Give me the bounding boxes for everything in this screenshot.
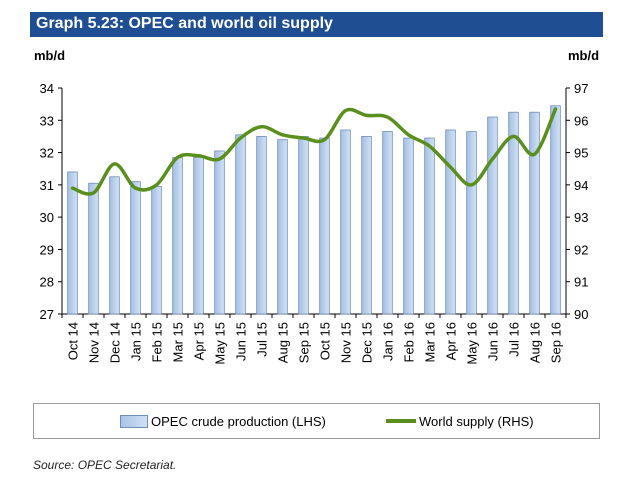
x-tick-label: Dec 15 xyxy=(360,322,375,363)
opec-bar xyxy=(466,131,477,315)
opec-bar xyxy=(214,150,225,315)
right-tick-label: 95 xyxy=(574,146,588,161)
opec-bar xyxy=(151,186,162,315)
x-tick-label: Mar 15 xyxy=(171,322,186,362)
legend-label-opec: OPEC crude production (LHS) xyxy=(151,414,326,429)
opec-bar xyxy=(172,157,183,315)
opec-bar xyxy=(529,111,540,315)
world-supply-line xyxy=(70,107,558,196)
source-note: Source: OPEC Secretariat. xyxy=(33,458,177,472)
opec-bar xyxy=(277,139,288,315)
right-tick-label: 93 xyxy=(574,210,588,225)
x-tick-label: Aug 15 xyxy=(276,322,291,363)
legend: OPEC crude production (LHS) World supply… xyxy=(33,403,600,439)
x-tick-label: Nov 15 xyxy=(339,322,354,363)
opec-bar xyxy=(88,182,99,315)
x-tick-label: Sep 15 xyxy=(297,322,312,363)
x-tick-label: Apr 16 xyxy=(444,322,459,360)
x-tick-label: Feb 16 xyxy=(402,322,417,362)
x-tick-label: Jul 16 xyxy=(507,322,522,357)
legend-item-world: World supply (RHS) xyxy=(386,414,534,429)
opec-bar xyxy=(130,181,141,315)
opec-bar xyxy=(403,137,414,315)
right-unit-label: mb/d xyxy=(568,48,599,63)
right-tick-label: 92 xyxy=(574,242,588,257)
legend-label-world: World supply (RHS) xyxy=(419,414,534,429)
right-tick-label: 94 xyxy=(574,178,588,193)
right-tick-label: 91 xyxy=(574,275,588,290)
x-tick-label: Sep 16 xyxy=(549,322,564,363)
x-tick-label: Jul 15 xyxy=(255,322,270,357)
x-tick-label: Feb 15 xyxy=(150,322,165,362)
legend-item-opec: OPEC crude production (LHS) xyxy=(120,414,326,429)
opec-bar xyxy=(340,129,351,315)
x-tick-label: Jan 15 xyxy=(129,322,144,361)
left-unit-label: mb/d xyxy=(34,48,65,63)
left-tick-label: 30 xyxy=(40,210,54,225)
left-tick-label: 29 xyxy=(40,242,54,257)
left-tick-label: 32 xyxy=(40,146,54,161)
chart-title: Graph 5.23: OPEC and world oil supply xyxy=(36,15,333,32)
chart-title-bar: Graph 5.23: OPEC and world oil supply xyxy=(30,12,603,37)
x-tick-label: Oct 14 xyxy=(66,322,81,360)
opec-bar xyxy=(67,171,78,315)
x-tick-label: Jan 16 xyxy=(381,322,396,361)
x-tick-label: May 16 xyxy=(465,322,480,365)
opec-bar xyxy=(424,137,435,315)
right-tick-label: 97 xyxy=(574,81,588,96)
opec-bar xyxy=(193,157,204,315)
left-tick-label: 34 xyxy=(40,81,54,96)
legend-bar-swatch xyxy=(120,415,148,428)
x-tick-label: Jun 15 xyxy=(234,322,249,361)
left-tick-label: 33 xyxy=(40,113,54,128)
chart-plot: mb/d mb/d 27 28 29 30 31 32 33 34 90 91 92 93 94 95 96… xyxy=(34,48,599,365)
opec-bar xyxy=(298,136,309,315)
x-tick-label: Mar 16 xyxy=(423,322,438,362)
x-tick-label: Apr 15 xyxy=(192,322,207,360)
right-tick-label: 96 xyxy=(574,113,588,128)
left-tick-label: 28 xyxy=(40,275,54,290)
right-tick-label: 90 xyxy=(574,307,588,322)
opec-bar xyxy=(319,137,330,315)
opec-bar xyxy=(445,129,456,315)
opec-bar xyxy=(487,116,498,315)
opec-bar xyxy=(382,131,393,315)
x-tick-label: Dec 14 xyxy=(108,322,123,363)
x-tick-label: Nov 14 xyxy=(87,322,102,363)
x-tick-label: Oct 15 xyxy=(318,322,333,360)
x-tick-label: Jun 16 xyxy=(486,322,501,361)
x-tick-label: May 15 xyxy=(213,322,228,365)
opec-bar xyxy=(508,111,519,315)
opec-bar xyxy=(256,136,267,315)
opec-bar xyxy=(109,176,120,315)
opec-bar xyxy=(550,105,561,315)
legend-line-swatch xyxy=(386,419,416,423)
left-tick-label: 27 xyxy=(40,307,54,322)
x-tick-label: Aug 16 xyxy=(528,322,543,363)
opec-bar xyxy=(235,134,246,315)
opec-bar xyxy=(361,136,372,315)
left-tick-label: 31 xyxy=(40,178,54,193)
